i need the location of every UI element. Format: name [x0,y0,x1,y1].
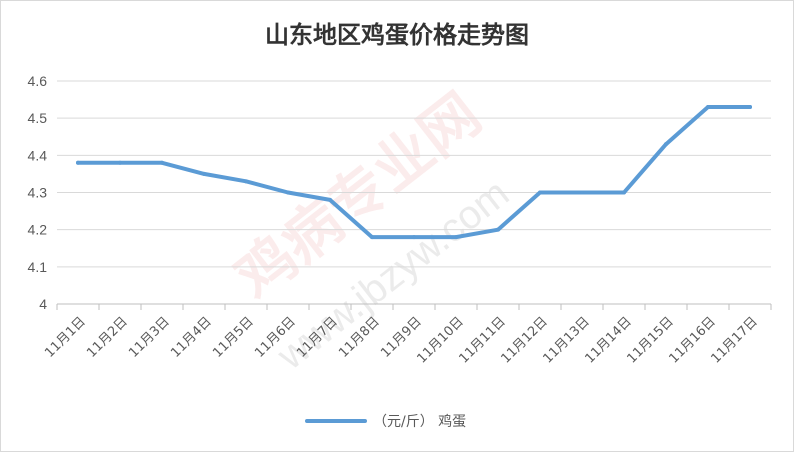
y-tick-label: 4.5 [28,110,48,126]
legend-label: （元/斤） 鸡蛋 [373,413,466,430]
y-tick-label: 4.2 [28,222,48,238]
chart-title: 山东地区鸡蛋价格走势图 [265,21,529,49]
y-tick-label: 4.3 [28,185,48,201]
x-axis [56,303,772,310]
data-point [118,160,122,165]
data-point [664,142,668,147]
data-point [748,105,752,110]
gridlines [57,80,771,268]
legend: （元/斤） 鸡蛋 [305,413,466,430]
data-point [160,160,164,165]
y-axis-tick-labels: 4 4.1 4.2 4.3 4.4 4.5 4.6 [28,73,48,312]
series-layer [76,105,752,240]
y-tick-label: 4.1 [28,259,48,275]
x-axis-tick-labels: 11月1日11月2日11月3日11月4日11月5日11月6日11月7日11月8日… [42,314,761,366]
data-point [328,197,332,202]
y-tick-label: 4.4 [28,147,48,163]
data-point [496,227,500,232]
x-tick-label: 11月1日 [42,314,89,361]
data-point [412,235,416,240]
data-point [244,179,248,184]
data-point [580,190,584,195]
x-tick-label: 11月3日 [126,314,173,361]
data-point [286,190,290,195]
x-tick-label: 11月5日 [210,314,257,361]
y-tick-label: 4.6 [28,73,48,89]
data-point [370,235,374,240]
data-point [538,190,542,195]
x-tick-label: 11月17日 [708,314,760,366]
data-point [622,190,626,195]
data-point [202,171,206,176]
x-tick-label: 11月2日 [84,314,131,361]
data-point [706,105,710,110]
y-tick-label: 4 [39,296,47,312]
data-point [454,235,458,240]
x-tick-label: 11月4日 [168,314,215,361]
data-point [76,160,80,165]
